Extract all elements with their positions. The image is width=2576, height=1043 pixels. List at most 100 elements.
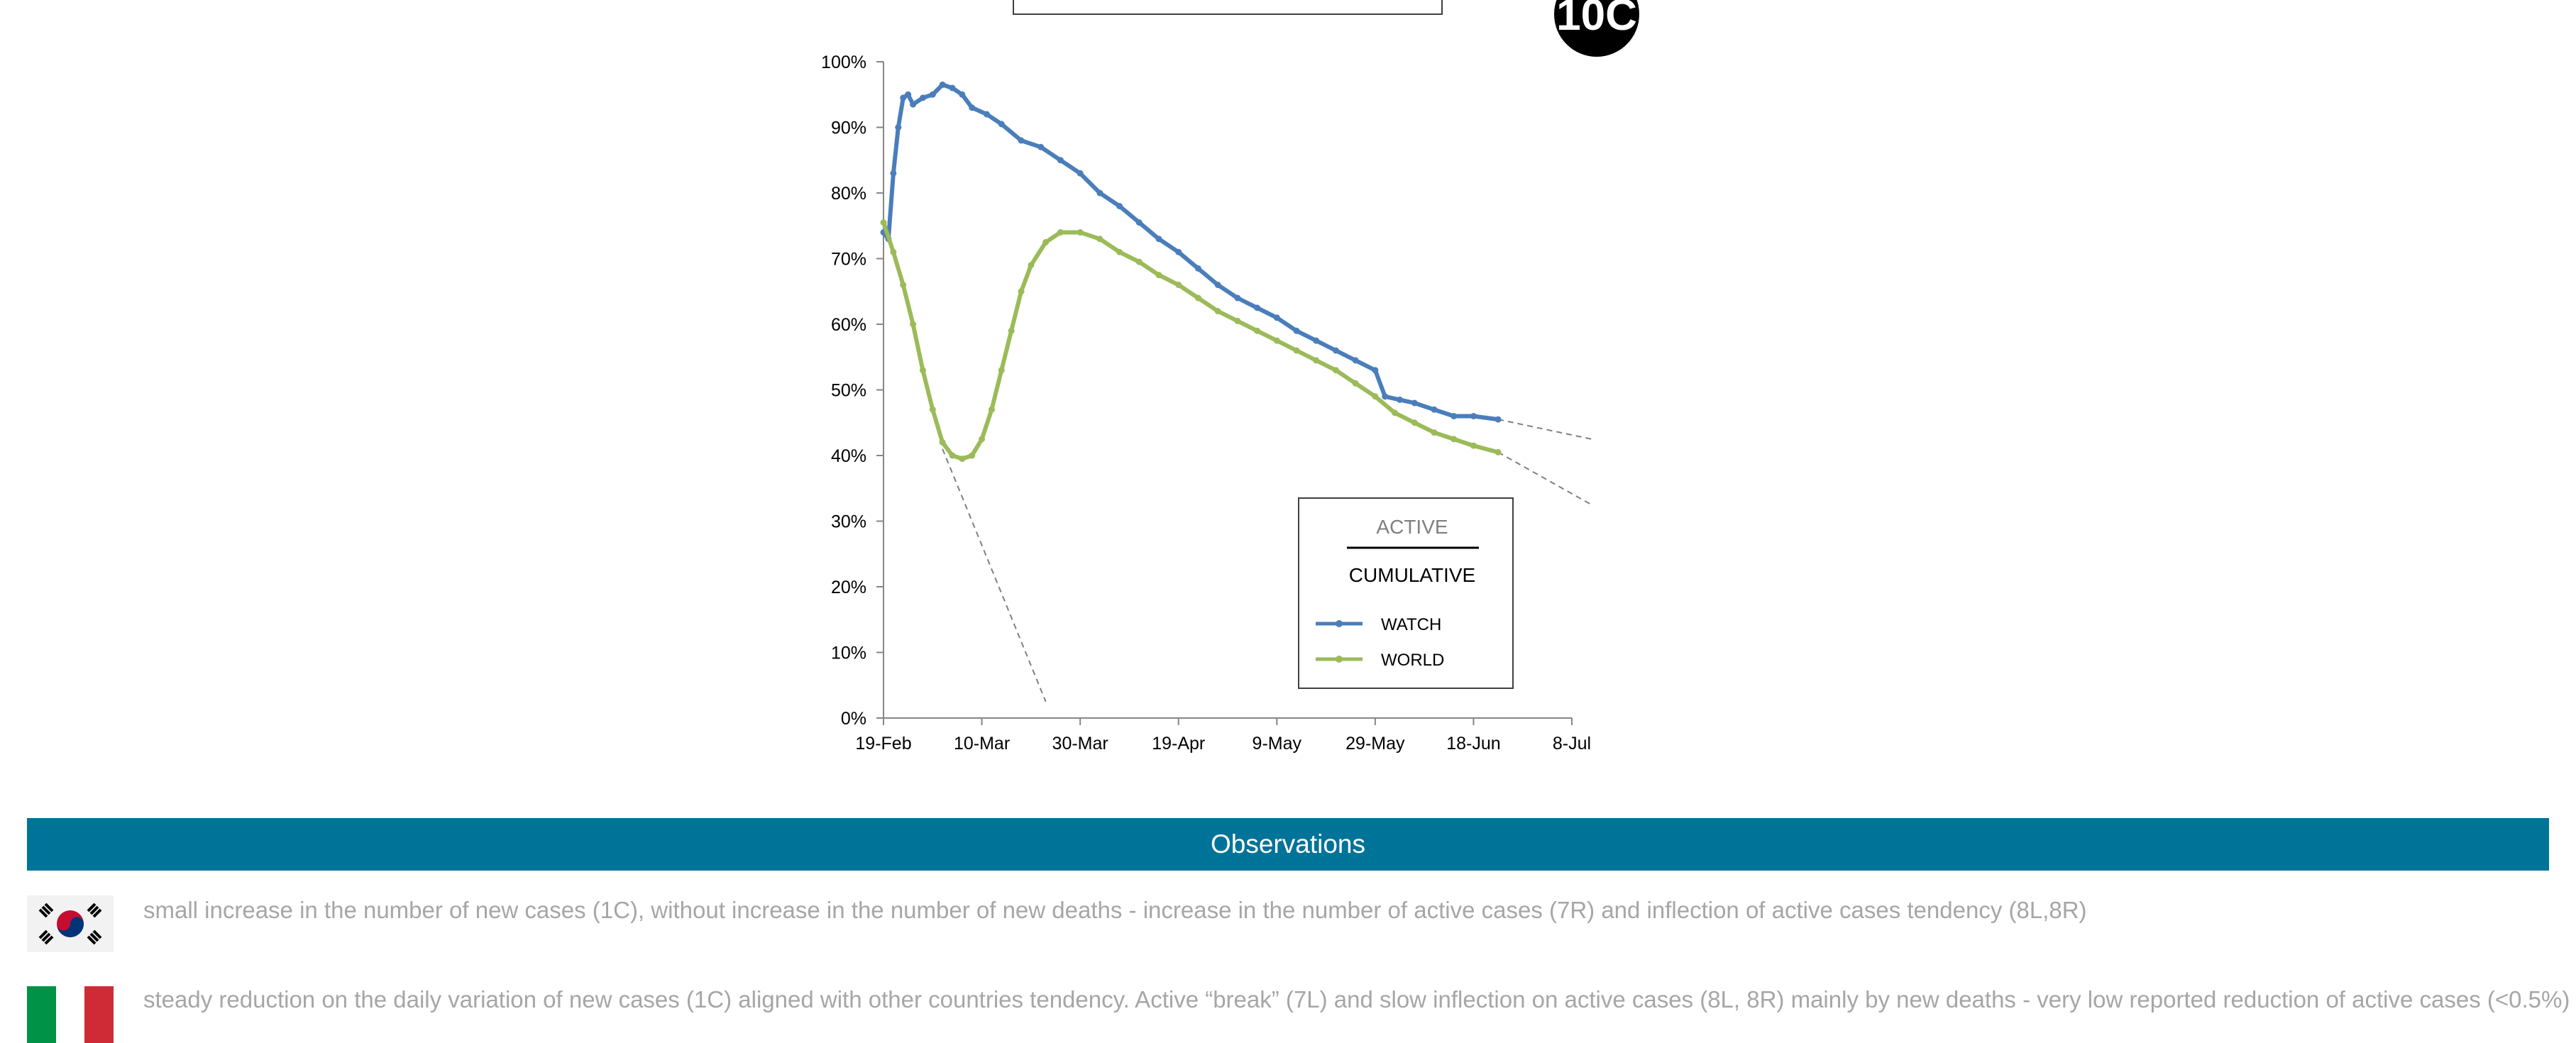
series-world	[880, 219, 1502, 463]
data-point	[1057, 157, 1064, 164]
data-point	[1116, 203, 1123, 209]
series-layer	[880, 81, 1502, 463]
observation-text: small increase in the number of new case…	[143, 897, 2087, 923]
data-point	[929, 91, 936, 98]
data-point	[890, 170, 897, 177]
data-point	[1397, 396, 1403, 403]
x-tick-label: 29-May	[1345, 734, 1405, 754]
data-point	[969, 452, 976, 459]
trend-lines	[942, 419, 1592, 702]
observations-header: Observations	[27, 818, 2549, 871]
data-point	[969, 104, 976, 111]
y-tick-label: 10%	[831, 644, 866, 663]
x-tick-label: 8-Jul	[1553, 734, 1591, 754]
data-point	[1372, 367, 1379, 374]
x-tick-label: 18-Jun	[1446, 734, 1500, 754]
data-point	[1431, 429, 1438, 436]
data-point	[959, 91, 966, 98]
data-point	[1234, 317, 1241, 324]
data-point	[1175, 282, 1182, 288]
axes: 0% 10% 20% 30% 40% 50% 60% 70% 80% 90% 100% 19-Feb 1…	[821, 53, 1591, 754]
data-point	[919, 94, 926, 101]
data-point	[988, 406, 995, 413]
data-point	[890, 248, 897, 255]
data-point	[1352, 380, 1359, 387]
data-point	[949, 452, 956, 459]
data-point	[1037, 143, 1045, 150]
data-point	[1155, 272, 1162, 279]
y-tick-label: 20%	[831, 578, 866, 597]
series-line	[881, 82, 1499, 422]
data-point	[895, 124, 902, 131]
data-point	[1135, 219, 1143, 226]
data-point	[1194, 265, 1201, 272]
data-point	[1470, 442, 1477, 449]
data-point	[1194, 294, 1201, 302]
data-point	[984, 111, 990, 118]
data-point	[900, 282, 907, 288]
data-point	[998, 367, 1005, 374]
data-point	[1372, 393, 1379, 400]
observations-title: Observations	[1211, 829, 1365, 859]
data-point	[1175, 248, 1182, 255]
legend-title-cumulative: CUMULATIVE	[1349, 564, 1475, 586]
data-point	[1096, 189, 1103, 197]
y-tick-label: 100%	[821, 53, 866, 72]
y-tick-label: 80%	[831, 184, 866, 204]
data-point	[939, 439, 946, 446]
data-point	[1451, 436, 1458, 443]
data-point	[1352, 357, 1359, 364]
observation-row-italy: steady reduction on the daily variation …	[27, 986, 2570, 1043]
data-point	[1313, 337, 1320, 344]
data-point	[959, 456, 966, 463]
data-point	[1077, 170, 1084, 177]
data-point	[1057, 229, 1064, 236]
data-point	[1234, 294, 1241, 302]
legend-marker-watch	[1336, 620, 1343, 627]
legend-box	[1298, 497, 1514, 689]
x-tick-label: 19-Feb	[855, 734, 911, 754]
data-point	[1495, 416, 1502, 423]
x-tick-label: 30-Mar	[1052, 734, 1108, 754]
data-point	[1273, 314, 1280, 321]
trend-line-world	[1497, 451, 1592, 506]
data-point	[1155, 236, 1162, 243]
data-point	[1470, 413, 1477, 419]
x-tick-label: 19-Apr	[1152, 734, 1205, 754]
data-point	[1392, 409, 1399, 416]
legend-marker-world	[1336, 656, 1343, 663]
data-point	[929, 406, 936, 413]
data-point	[1495, 448, 1502, 456]
x-tick-label: 9-May	[1253, 734, 1302, 754]
trend-line-world-early	[942, 448, 1047, 702]
data-point	[1332, 347, 1339, 354]
y-tick-label: 90%	[831, 118, 866, 138]
observation-row-korea: small increase in the number of new case…	[27, 895, 2549, 952]
data-point	[900, 94, 907, 101]
data-point	[1018, 288, 1025, 295]
y-tick-label: 50%	[831, 381, 866, 401]
trend-line-watch	[1497, 419, 1592, 440]
data-point	[1382, 393, 1389, 400]
x-tick-label: 10-Mar	[954, 734, 1010, 754]
data-point	[1214, 308, 1221, 314]
legend-label-watch: WATCH	[1381, 615, 1441, 634]
data-point	[1135, 258, 1143, 265]
data-point	[1273, 337, 1280, 344]
series-line	[881, 221, 1499, 461]
y-tick-label: 60%	[831, 315, 866, 335]
data-point	[998, 121, 1005, 128]
data-point	[1411, 419, 1418, 426]
data-point	[1214, 282, 1221, 288]
badge-circle	[1554, 0, 1639, 57]
data-point	[905, 91, 912, 98]
data-point	[1028, 262, 1035, 269]
data-point	[1254, 327, 1261, 334]
data-point	[919, 367, 926, 374]
title-box	[1013, 0, 1443, 15]
y-tick-label: 70%	[831, 250, 866, 270]
legend-label-world: WORLD	[1381, 651, 1444, 670]
y-tick-label: 0%	[841, 709, 866, 729]
data-point	[1411, 399, 1418, 407]
data-point	[979, 436, 986, 443]
